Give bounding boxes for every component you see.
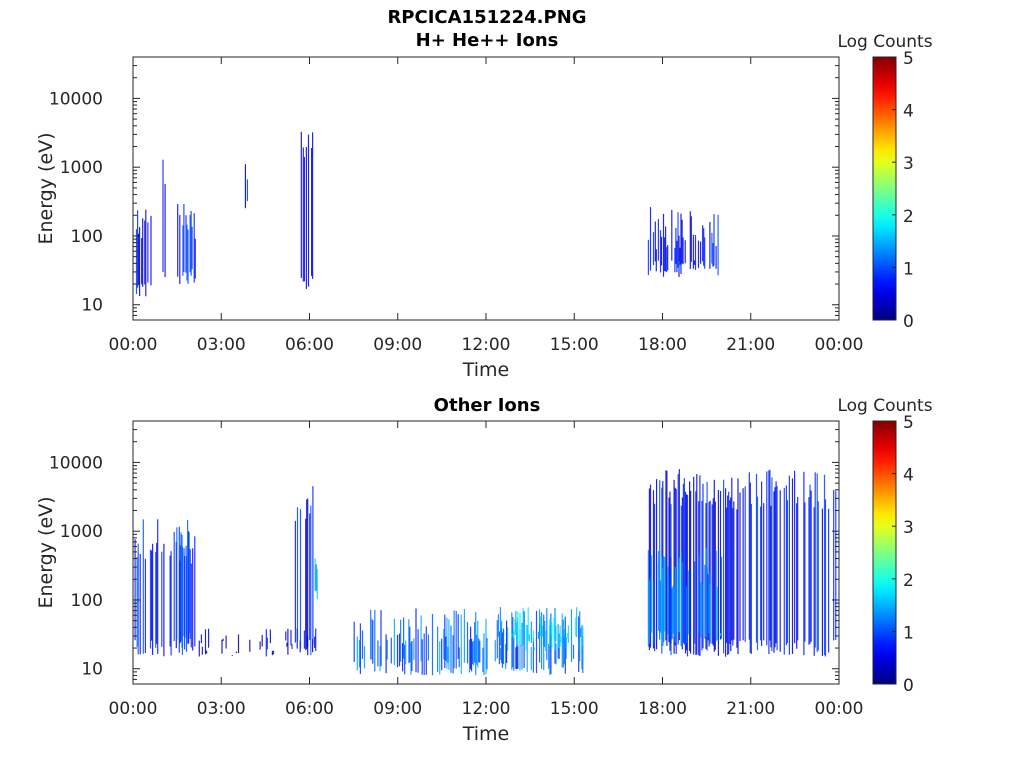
colorbar-tick-label: 1 xyxy=(903,623,914,643)
colorbar-label: Log Counts xyxy=(837,396,932,416)
data-region xyxy=(647,547,723,647)
colorbar-tick-label: 0 xyxy=(903,312,914,332)
data-region xyxy=(244,164,248,209)
x-tick-label: 18:00 xyxy=(638,335,687,355)
data-region xyxy=(654,209,719,277)
data-region xyxy=(198,628,317,657)
data-region xyxy=(648,469,837,657)
data-region xyxy=(294,486,314,656)
colorbar-tick-label: 5 xyxy=(903,413,914,433)
data-region xyxy=(678,260,714,271)
colorbar-gradient xyxy=(873,421,896,684)
colorbar-tick-label: 4 xyxy=(903,102,914,122)
x-tick-label: 06:00 xyxy=(285,699,334,719)
y-tick-label: 10000 xyxy=(49,89,103,109)
colorbar-tick-label: 0 xyxy=(903,676,914,696)
x-tick-label: 09:00 xyxy=(373,699,422,719)
colorbar-tick-label: 2 xyxy=(903,207,914,227)
y-tick-label: 1000 xyxy=(60,158,103,178)
data-region xyxy=(162,159,166,278)
x-tick-label: 00:00 xyxy=(109,335,158,355)
y-tick-label: 1000 xyxy=(60,522,103,542)
y-tick-label: 10 xyxy=(81,660,103,680)
colorbar-tick-label: 1 xyxy=(903,259,914,279)
y-tick-label: 10000 xyxy=(49,453,103,473)
colorbar-tick-label: 3 xyxy=(903,518,914,538)
data-region xyxy=(314,558,318,599)
data-region xyxy=(135,209,152,297)
x-tick-label: 21:00 xyxy=(726,699,775,719)
x-axis-label: Time xyxy=(462,723,510,745)
colorbar-tick-label: 3 xyxy=(903,154,914,174)
figure-title: RPCICA151224.PNG xyxy=(387,7,587,28)
data-region xyxy=(647,207,655,276)
x-tick-label: 15:00 xyxy=(550,335,599,355)
colorbar-tick-label: 2 xyxy=(903,571,914,591)
x-tick-label: 00:00 xyxy=(109,699,158,719)
data-region xyxy=(497,607,584,651)
x-axis-label: Time xyxy=(462,359,510,381)
data-region xyxy=(353,608,584,676)
data-region xyxy=(176,527,192,648)
colorbar-tick-label: 4 xyxy=(903,466,914,486)
x-tick-label: 12:00 xyxy=(462,699,511,719)
x-tick-label: 00:00 xyxy=(815,699,864,719)
panel-2-title: Other Ions xyxy=(433,395,541,416)
x-tick-label: 09:00 xyxy=(373,335,422,355)
y-tick-label: 100 xyxy=(71,227,103,247)
x-tick-label: 03:00 xyxy=(197,335,246,355)
colorbar-gradient xyxy=(873,57,896,320)
colorbar-label: Log Counts xyxy=(837,32,932,52)
panel-1-title: H+ He++ Ions xyxy=(415,30,559,51)
x-tick-label: 15:00 xyxy=(550,699,599,719)
x-tick-label: 06:00 xyxy=(285,335,334,355)
x-tick-label: 03:00 xyxy=(197,699,246,719)
x-tick-label: 12:00 xyxy=(462,335,511,355)
panel-1-axes-box xyxy=(132,56,840,321)
y-tick-label: 100 xyxy=(71,591,103,611)
y-tick-label: 10 xyxy=(81,296,103,316)
data-region xyxy=(656,627,721,636)
data-region xyxy=(177,204,196,284)
data-region xyxy=(300,131,314,289)
x-tick-label: 18:00 xyxy=(638,699,687,719)
y-axis-label: Energy (eV) xyxy=(35,132,57,244)
colorbar-tick-label: 5 xyxy=(903,49,914,69)
x-tick-label: 00:00 xyxy=(815,335,864,355)
x-tick-label: 21:00 xyxy=(726,335,775,355)
y-axis-label: Energy (eV) xyxy=(35,496,57,608)
